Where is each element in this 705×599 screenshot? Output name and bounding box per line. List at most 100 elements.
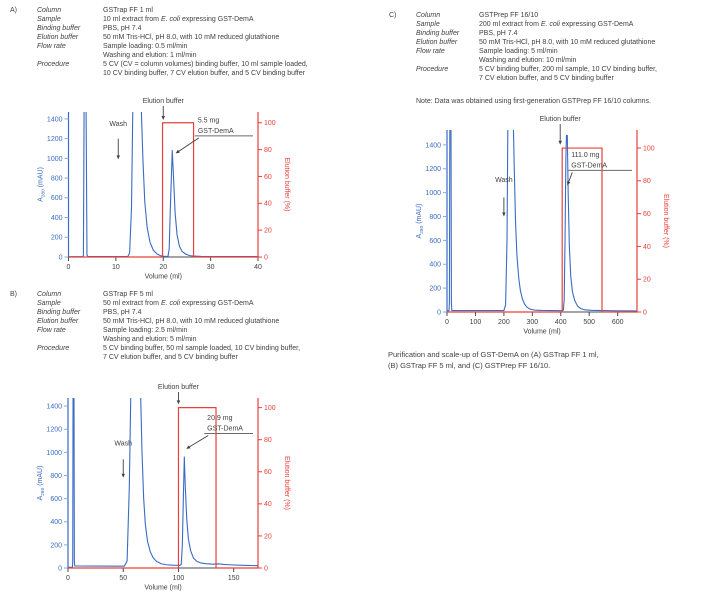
- y-axis-right: 0 20 40 60 80 100 Elution buffer (%): [257, 112, 290, 261]
- x-tick-label: 100: [173, 575, 185, 582]
- condition-row: Procedure 5 CV binding buffer, 50 ml samp…: [37, 344, 300, 362]
- x-tick-label: 500: [583, 319, 595, 326]
- field-value: Sample loading: 5 ml/min Washing and elut…: [479, 48, 577, 64]
- y-left-tick-label: 600: [429, 238, 441, 245]
- y-right-tick-label: 80: [264, 147, 272, 154]
- y-right-tick-label: 20: [643, 277, 651, 284]
- x-axis-label: Volume (ml): [144, 585, 181, 592]
- panel-A: A) Column GSTrap FF 1 ml Sample 10 ml extra…: [10, 6, 308, 78]
- y-axis-left: 0 200 400 600 800 1000 1200 1400 A280 (mAU): [37, 398, 69, 572]
- field-label: Elution buffer: [37, 318, 79, 325]
- y-axis-right: 0 20 40 60 80 100 Elution buffer (%): [636, 130, 669, 316]
- y-axis-left: 0 200 400 600 800 1000 1200 1400 A280 (mAU): [38, 112, 70, 261]
- field-value: GSTPrep FF 16/10: [479, 12, 539, 19]
- field-value: 5 CV binding buffer, 200 ml sample, 10 C…: [479, 66, 657, 82]
- x-tick-label: 0: [66, 575, 70, 582]
- y-axis-right: 0 20 40 60 80 100 Elution buffer (%): [257, 398, 290, 572]
- y-left-tick-label: 1400: [47, 116, 63, 123]
- y-right-tick-label: 60: [643, 211, 651, 218]
- y-axis-left-label: A280 (mAU): [416, 204, 425, 239]
- y-left-tick-label: 600: [51, 195, 63, 202]
- peak-amount-label: 5.5 mg: [198, 117, 220, 124]
- y-right-tick-label: 60: [264, 174, 272, 181]
- panel-C-note: Note: Data was obtained using first-gene…: [416, 98, 652, 105]
- field-label: Procedure: [37, 61, 70, 68]
- field-label: Sample: [37, 300, 61, 307]
- condition-row: Binding buffer PBS, pH 7.4: [37, 308, 300, 317]
- caption-line-1: Purification and scale-up of GST-DemA on…: [388, 350, 599, 359]
- y-right-tick-label: 100: [264, 120, 276, 127]
- y-axis-right-label: Elution buffer (%): [283, 456, 290, 510]
- y-left-tick-label: 0: [58, 565, 62, 572]
- condition-row: Column GSTPrep FF 16/10: [416, 11, 657, 20]
- y-left-tick-label: 800: [51, 175, 63, 182]
- absorbance-curve: [68, 112, 258, 257]
- condition-row: Procedure 5 CV (CV = column volumes) bind…: [37, 60, 308, 78]
- condition-row: Flow rate Sample loading: 2.5 ml/min Washi…: [37, 326, 300, 344]
- y-left-tick-label: 0: [437, 309, 441, 316]
- y-left-tick-label: 200: [50, 542, 62, 549]
- y-axis-right-label: Elution buffer (%): [283, 158, 290, 212]
- y-left-tick-label: 1200: [425, 166, 441, 173]
- absorbance-curve: [447, 130, 637, 312]
- chart-B-container: 0 200 400 600 800 1000 1200 1400 A280 (mAU) 0 50 10…: [30, 376, 310, 599]
- y-right-tick-label: 20: [264, 533, 272, 540]
- y-right-tick-label: 0: [264, 565, 268, 572]
- panel-A-conditions: Column GSTrap FF 1 ml Sample 10 ml extract …: [37, 6, 308, 78]
- wash-label: Wash: [495, 177, 513, 184]
- x-tick-label: 600: [612, 319, 624, 326]
- condition-row: Binding buffer PBS, pH 7.4: [416, 29, 657, 38]
- x-tick-label: 0: [67, 264, 71, 271]
- x-tick-label: 200: [498, 319, 510, 326]
- y-left-tick-label: 200: [429, 286, 441, 293]
- panel-C: C) Column GSTPrep FF 16/10 Sample 200 ml ex…: [389, 11, 657, 106]
- x-tick-label: 30: [207, 264, 215, 271]
- x-tick-label: 150: [228, 575, 240, 582]
- y-right-tick-label: 100: [264, 405, 276, 412]
- wash-label: Wash: [114, 440, 132, 447]
- chart-C-container: 0 200 400 600 800 1000 1200 1400 A280 (mAU) 0 100 2…: [396, 110, 705, 350]
- y-axis-left-label: A280 (mAU): [37, 466, 46, 501]
- y-right-tick-label: 20: [264, 228, 272, 235]
- wash-annotation: Wash: [114, 440, 132, 478]
- condition-row: Elution buffer 50 mM Tris-HCl, pH 8.0, wi…: [37, 33, 308, 42]
- elution-trace: [68, 122, 258, 258]
- condition-row: Flow rate Sample loading: 5 ml/min Washing…: [416, 47, 657, 65]
- field-label: Procedure: [37, 345, 70, 352]
- field-value: PBS, pH 7.4: [103, 309, 142, 316]
- condition-row: Elution buffer 50 mM Tris-HCl, pH 8.0, wi…: [416, 38, 657, 47]
- field-label: Sample: [37, 16, 61, 23]
- y-left-tick-label: 800: [50, 473, 62, 480]
- peak-annotation: 20.9 mg GST-DemA: [186, 415, 253, 449]
- y-left-tick-label: 800: [429, 214, 441, 221]
- y-right-tick-label: 40: [264, 501, 272, 508]
- field-value: GSTrap FF 1 ml: [103, 7, 153, 14]
- y-left-tick-label: 1200: [46, 427, 62, 434]
- field-value: 10 ml extract from E. coli expressing GS…: [103, 16, 254, 23]
- peak-annotation: 5.5 mg GST-DemA: [175, 117, 253, 154]
- panel-B-conditions: Column GSTrap FF 5 ml Sample 50 ml extract …: [37, 290, 300, 362]
- elution-trace: [68, 407, 258, 569]
- figure-caption: Purification and scale-up of GST-DemA on…: [388, 350, 700, 371]
- field-label: Binding buffer: [37, 25, 81, 32]
- y-right-tick-label: 0: [264, 254, 268, 261]
- field-label: Binding buffer: [416, 30, 460, 37]
- y-left-tick-label: 1000: [425, 190, 441, 197]
- panel-B: B) Column GSTrap FF 5 ml Sample 50 ml extra…: [10, 290, 300, 362]
- condition-row: Sample 50 ml extract from E. coli express…: [37, 299, 300, 308]
- y-left-tick-label: 400: [429, 262, 441, 269]
- y-left-tick-label: 1400: [425, 142, 441, 149]
- wash-label: Wash: [109, 121, 127, 128]
- y-right-tick-label: 40: [264, 201, 272, 208]
- condition-row: Flow rate Sample loading: 0.5 ml/min Washi…: [37, 42, 308, 60]
- y-left-tick-label: 0: [59, 254, 63, 261]
- elution-buffer-label: Elution buffer: [143, 98, 185, 105]
- panel-B-label: B): [10, 291, 17, 298]
- field-label: Elution buffer: [37, 34, 79, 41]
- y-left-tick-label: 1000: [46, 450, 62, 457]
- field-label: Procedure: [416, 66, 449, 73]
- panel-A-label: A): [10, 7, 17, 14]
- y-left-tick-label: 600: [50, 496, 62, 503]
- y-right-tick-label: 0: [643, 309, 647, 316]
